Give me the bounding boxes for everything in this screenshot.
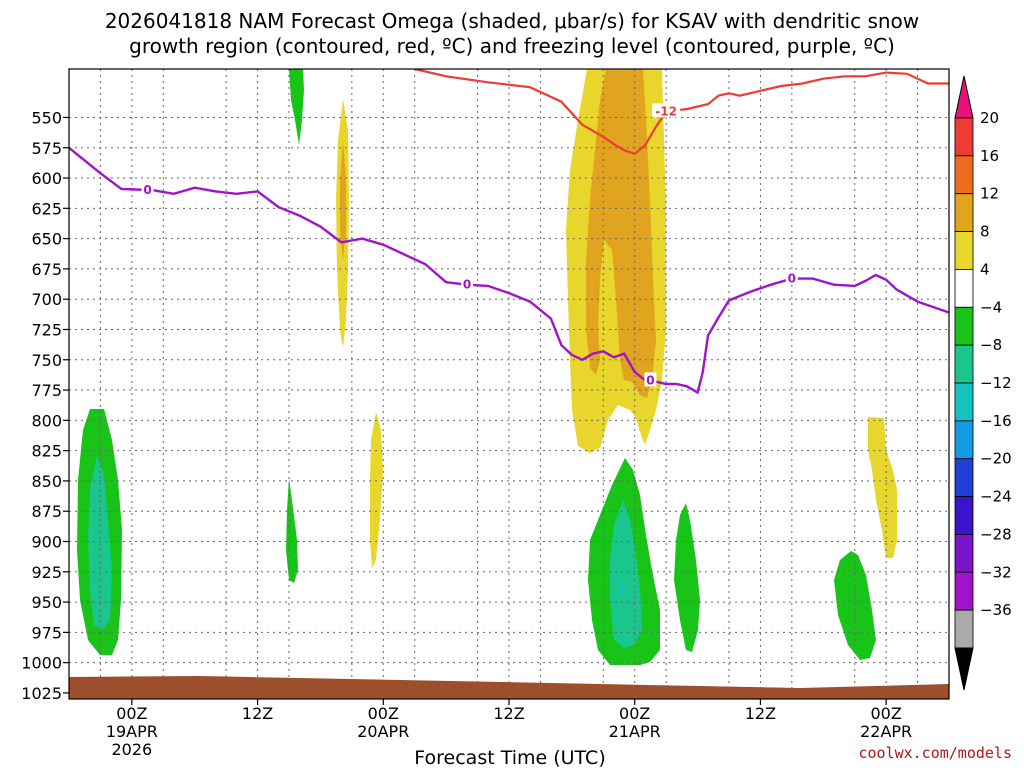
- colorbar: 20 16 12 8 4 −4 −8 −12 −16 −20 −24 −28 −32 −36: [954, 75, 1012, 691]
- x-tick-date: 19APR: [106, 722, 158, 741]
- contour-label-zero: 0: [463, 278, 471, 292]
- x-axis-label: Forecast Time (UTC): [414, 747, 605, 768]
- colorbar-band: [954, 571, 974, 611]
- omega-region-orange-19apr-18z: [340, 140, 346, 260]
- colorbar-band: [954, 382, 974, 422]
- x-tick-label: 00Z: [619, 704, 650, 723]
- y-tick-label: 850: [31, 472, 62, 491]
- ground-surface: [69, 676, 949, 699]
- y-tick-label: 1025: [21, 684, 62, 703]
- x-tick-label: 00Z: [870, 704, 901, 723]
- contour-label-minus12-bg: [652, 103, 681, 118]
- omega-region-green-21apr-06z: [674, 503, 700, 652]
- contour-label-zero-bg: [644, 372, 657, 387]
- y-tick-label: 900: [31, 533, 62, 552]
- y-axis: 550 575 600 625 650 675 700 725 750 775 800 825 850 8…: [21, 108, 69, 703]
- colorbar-label: 16: [980, 147, 999, 165]
- colorbar-band: [954, 269, 974, 308]
- colorbar-band: [954, 193, 974, 232]
- colorbar-band: [954, 344, 974, 384]
- colorbar-label: −4: [980, 298, 1002, 316]
- contour-label-zero: 0: [143, 183, 151, 197]
- contour-label-zero: 0: [646, 373, 654, 387]
- chart-title-line2: growth region (contoured, red, ºC) and f…: [129, 34, 895, 58]
- y-tick-label: 775: [31, 381, 62, 400]
- colorbar-label: −32: [980, 563, 1012, 581]
- omega-region-teal-21apr: [610, 500, 642, 648]
- colorbar-band: [954, 496, 974, 535]
- x-tick-year: 2026: [111, 740, 152, 759]
- omega-region-blue-21apr-spot: [619, 586, 625, 596]
- colorbar-band: [954, 117, 974, 157]
- chart-title-line1: 2026041818 NAM Forecast Omega (shaded, μ…: [105, 9, 919, 33]
- y-tick-label: 1000: [21, 654, 62, 673]
- contours: [69, 69, 949, 395]
- y-tick-label: 700: [31, 290, 62, 309]
- credit-text: coolwx.com/models: [858, 744, 1012, 762]
- x-tick-label: 00Z: [368, 704, 399, 723]
- y-tick-label: 925: [31, 563, 62, 582]
- y-tick-label: 550: [31, 108, 62, 127]
- grid-lines: [69, 69, 949, 699]
- colorbar-band: [954, 155, 974, 195]
- y-tick-label: 575: [31, 139, 62, 158]
- freezing-level-contour-0: [69, 146, 949, 395]
- y-tick-label: 725: [31, 320, 62, 339]
- y-tick-label: 675: [31, 260, 62, 279]
- colorbar-band: [954, 420, 974, 460]
- omega-shading: [77, 69, 897, 665]
- colorbar-label: −12: [980, 374, 1012, 392]
- omega-region-green-19apr-12z-low: [286, 478, 298, 583]
- contour-label-minus12: -12: [655, 104, 677, 118]
- colorbar-label: −16: [980, 412, 1012, 430]
- y-tick-label: 875: [31, 502, 62, 521]
- colorbar-label: −28: [980, 525, 1012, 543]
- colorbar-cap-bottom: [954, 647, 974, 691]
- colorbar-band: [954, 306, 974, 346]
- x-tick-date: 20APR: [357, 722, 409, 741]
- omega-region-teal-19apr: [88, 455, 112, 630]
- dendritic-growth-contour-minus12: [414, 69, 949, 156]
- colorbar-label: −24: [980, 488, 1012, 506]
- colorbar-label: −36: [980, 601, 1012, 619]
- x-tick-date: 21APR: [609, 722, 661, 741]
- colorbar-band: [954, 231, 974, 270]
- omega-region-yellow-22apr: [868, 417, 897, 558]
- colorbar-label: 8: [980, 223, 990, 241]
- colorbar-label: 12: [980, 185, 999, 203]
- x-tick-label: 00Z: [116, 704, 147, 723]
- y-tick-label: 625: [31, 199, 62, 218]
- y-tick-label: 750: [31, 351, 62, 370]
- x-tick-label: 12Z: [242, 704, 273, 723]
- omega-region-yellow-20apr-low: [370, 412, 383, 568]
- contour-label-zero-bg: [461, 276, 474, 291]
- contour-labels: -12 0 0 0 0: [141, 103, 798, 387]
- y-tick-label: 825: [31, 442, 62, 461]
- contour-label-zero-bg: [141, 182, 154, 197]
- colorbar-label: −8: [980, 336, 1002, 354]
- x-tick-label: 12Z: [493, 704, 524, 723]
- x-tick-label: 12Z: [745, 704, 776, 723]
- x-tick-date: 22APR: [860, 722, 912, 741]
- colorbar-label: 20: [980, 109, 999, 127]
- omega-region-green-19apr-12z-top: [289, 69, 304, 145]
- contour-label-zero: 0: [788, 272, 796, 286]
- y-tick-label: 950: [31, 593, 62, 612]
- y-tick-label: 975: [31, 623, 62, 642]
- colorbar-cap-top: [954, 75, 974, 119]
- y-tick-label: 800: [31, 411, 62, 430]
- colorbar-band: [954, 534, 974, 573]
- colorbar-band: [954, 458, 974, 497]
- y-tick-label: 650: [31, 230, 62, 249]
- colorbar-label: 4: [980, 260, 990, 278]
- colorbar-band: [954, 609, 974, 649]
- y-tick-label: 600: [31, 169, 62, 188]
- colorbar-label: −20: [980, 450, 1012, 468]
- contour-label-zero-bg: [785, 270, 798, 285]
